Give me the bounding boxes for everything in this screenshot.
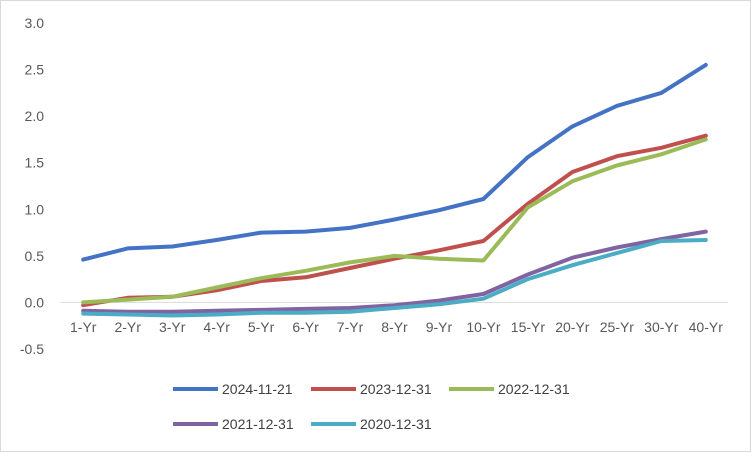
legend-item: 2022-12-31 xyxy=(449,381,570,397)
x-tick-label: 8-Yr xyxy=(381,319,408,335)
x-tick-label: 3-Yr xyxy=(159,319,186,335)
y-tick-label: -0.5 xyxy=(20,341,44,357)
legend-label: 2022-12-31 xyxy=(498,381,570,397)
x-tick-label: 25-Yr xyxy=(600,319,635,335)
series-line xyxy=(81,137,708,305)
x-tick-label: 15-Yr xyxy=(511,319,546,335)
y-tick-label: 1.0 xyxy=(25,201,45,217)
x-tick-label: 30-Yr xyxy=(644,319,679,335)
y-tick-label: 0.0 xyxy=(25,294,45,310)
x-tick-label: 6-Yr xyxy=(292,319,319,335)
legend-item: 2023-12-31 xyxy=(311,381,432,397)
series-line xyxy=(81,62,708,262)
x-tick-label: 10-Yr xyxy=(466,319,501,335)
series-line xyxy=(81,229,708,314)
x-tick-label: 7-Yr xyxy=(337,319,364,335)
series-lines xyxy=(81,62,708,318)
y-tick-label: 2.0 xyxy=(25,108,45,124)
x-tick-label: 20-Yr xyxy=(555,319,590,335)
legend-item: 2024-11-21 xyxy=(173,381,293,397)
legend-label: 2020-12-31 xyxy=(360,416,432,432)
x-tick-label: 9-Yr xyxy=(426,319,453,335)
x-tick-label: 5-Yr xyxy=(248,319,275,335)
legend-item: 2020-12-31 xyxy=(311,416,432,432)
x-tick-label: 4-Yr xyxy=(203,319,230,335)
y-tick-label: 3.0 xyxy=(25,15,45,31)
series-line xyxy=(81,238,708,318)
x-tick-label: 1-Yr xyxy=(70,319,97,335)
x-tick-label: 2-Yr xyxy=(114,319,141,335)
legend: 2024-11-21 2023-12-31 2022-12-31 2021-12-31… xyxy=(173,381,570,432)
y-tick-label: 1.5 xyxy=(25,155,45,171)
legend-label: 2024-11-21 xyxy=(222,381,293,397)
legend-label: 2023-12-31 xyxy=(360,381,432,397)
legend-label: 2021-12-31 xyxy=(222,416,294,432)
y-axis-tick-labels: 3.0 2.5 2.0 1.5 1.0 0.5 0.0 -0.5 xyxy=(20,15,44,357)
x-axis-tick-labels: 1-Yr 2-Yr 3-Yr 4-Yr 5-Yr 6-Yr 7-Yr 8-Yr 9-Yr 10-Y… xyxy=(70,319,723,335)
x-tick-label: 40-Yr xyxy=(689,319,724,335)
legend-item: 2021-12-31 xyxy=(173,416,294,432)
y-tick-label: 0.5 xyxy=(25,248,45,264)
y-tick-label: 2.5 xyxy=(25,62,45,78)
